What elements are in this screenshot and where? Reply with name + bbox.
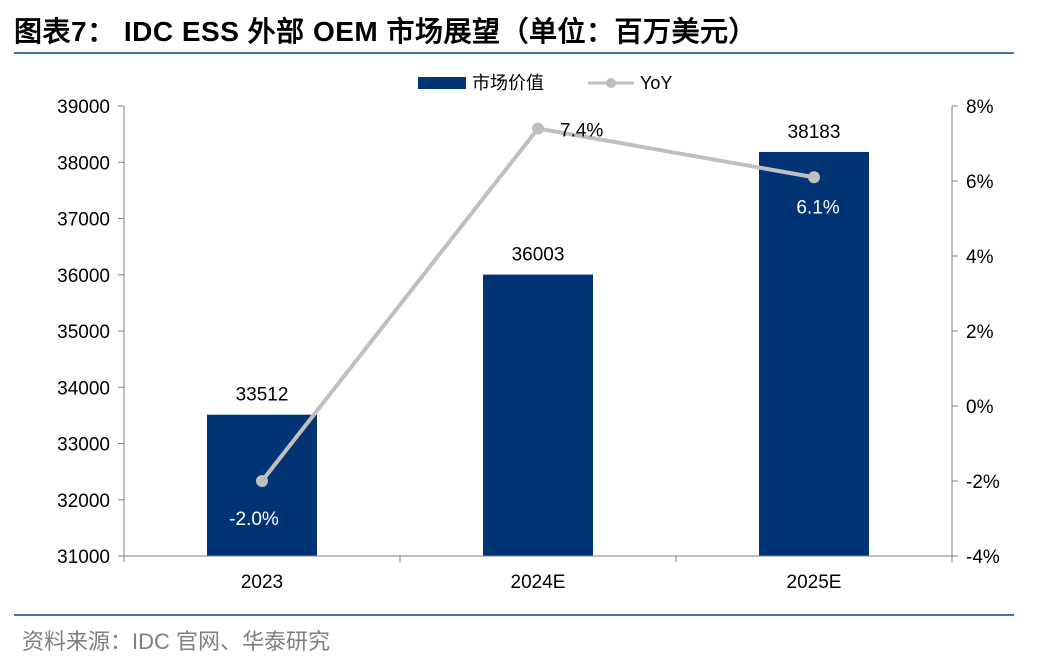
left-axis-tick-label: 36000 [57,266,110,287]
right-axis-tick-label: -4% [966,547,1000,568]
x-axis: 2023 2024E 2025E [123,555,953,593]
left-axis-tick-label: 39000 [57,97,110,118]
bar-data-label: 36003 [512,245,565,266]
bar-data-label: 33512 [236,385,289,406]
footer-divider [14,614,1014,616]
right-axis-tick-label: 4% [966,247,994,268]
x-axis-tick-label: 2025E [787,572,842,593]
yoy-data-label: -2.0% [229,509,279,530]
yoy-data-label: 6.1% [796,197,839,218]
right-axis-tick-label: 8% [966,97,994,118]
page-title: 图表7： IDC ESS 外部 OEM 市场展望（单位：百万美元） [14,16,757,47]
x-axis-tick-label: 2024E [511,572,566,593]
right-axis-tick-label: -2% [966,472,1000,493]
bar [759,151,869,557]
right-axis: -4% -2% 0% 2% 4% 6% 8% [951,97,1000,568]
left-axis-tick-label: 38000 [57,153,110,174]
legend-bar-swatch [418,77,466,89]
left-axis-tick-label: 32000 [57,491,110,512]
left-axis-tick-label: 37000 [57,210,110,231]
title-divider [14,52,1014,54]
left-axis-tick-label: 31000 [57,547,110,568]
legend-line-label: YoY [640,73,672,93]
left-axis-tick-label: 33000 [57,435,110,456]
x-axis-tick-label: 2023 [241,572,283,593]
chart: 市场价值 YoY 3100032000330003400035000360003… [57,73,1000,593]
yoy-point [532,122,544,135]
bar-data-label: 38183 [788,122,841,143]
yoy-point [256,475,268,487]
left-axis-tick-label: 35000 [57,322,110,343]
right-axis-tick-label: 6% [966,172,994,193]
left-axis: 31000 32000 33000 34000 35000 36000 37000 38000… [57,97,125,568]
yoy-data-label: 7.4% [560,121,603,142]
right-axis-tick-label: 0% [966,397,994,418]
bar-series: 33512 36003 38183 [207,122,869,557]
legend-bar-label: 市场价值 [472,73,544,93]
bar [483,274,593,556]
left-axis-tick-label: 34000 [57,378,110,399]
yoy-series: -2.0% 7.4% 6.1% [229,121,840,531]
legend: 市场价值 YoY [418,73,672,93]
source-note: 资料来源：IDC 官网、华泰研究 [22,629,331,654]
yoy-point [808,171,820,184]
right-axis-tick-label: 2% [966,322,994,343]
legend-line-marker [606,78,616,88]
